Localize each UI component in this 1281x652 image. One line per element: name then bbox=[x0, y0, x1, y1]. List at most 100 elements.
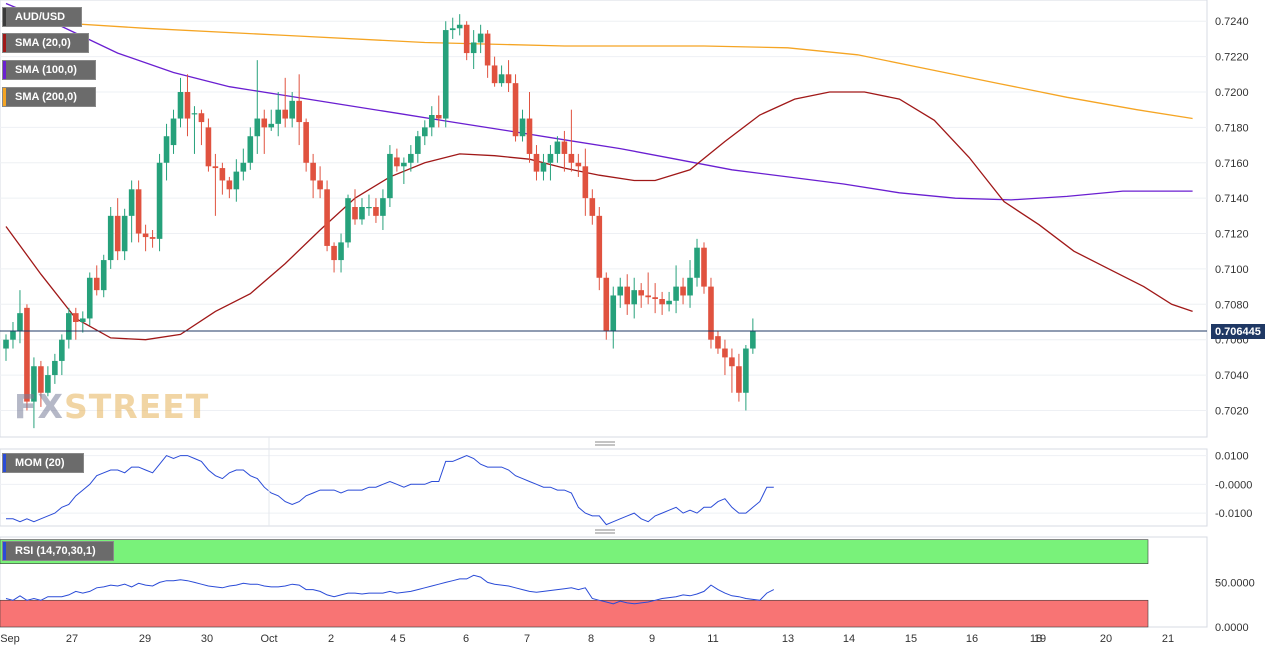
watermark-logo: FXSTREET bbox=[14, 387, 209, 426]
candle-body bbox=[10, 330, 16, 340]
candle bbox=[219, 162, 226, 195]
candle-body bbox=[422, 127, 428, 137]
date-tick-label: 13 bbox=[782, 633, 794, 645]
candle-body bbox=[170, 118, 177, 146]
candle bbox=[512, 74, 519, 142]
date-tick-label: Sep bbox=[0, 633, 20, 645]
legend-mom-swatch bbox=[3, 454, 6, 472]
momentum-axis: 0.0100 -0.0000 -0.0100 bbox=[1215, 451, 1252, 520]
candle bbox=[352, 189, 358, 225]
legend-rsi-label: RSI (14,70,30,1) bbox=[15, 545, 96, 557]
date-tick-label: 30 bbox=[201, 633, 213, 645]
candle bbox=[31, 357, 37, 429]
candle bbox=[289, 92, 295, 128]
candle bbox=[394, 148, 400, 172]
candle-body bbox=[652, 297, 658, 299]
candle bbox=[107, 207, 114, 269]
candle-body bbox=[289, 100, 295, 119]
candle bbox=[624, 274, 631, 315]
pane-resize-handle-1[interactable] bbox=[595, 441, 615, 446]
candle bbox=[687, 260, 693, 308]
date-tick-label: 20 bbox=[1100, 633, 1112, 645]
date-tick-label: 7 bbox=[524, 633, 530, 645]
candle-body bbox=[680, 286, 686, 296]
candle bbox=[435, 95, 442, 128]
candle-body bbox=[589, 198, 596, 216]
candle-body bbox=[554, 141, 561, 154]
momentum-pane-frame bbox=[0, 448, 1208, 527]
candle-body bbox=[142, 233, 149, 238]
candle-body bbox=[135, 189, 142, 234]
candle bbox=[86, 272, 93, 326]
momentum-line bbox=[6, 454, 774, 526]
candle bbox=[491, 56, 498, 87]
candle bbox=[617, 277, 624, 308]
legend-sma-200[interactable]: SMA (200,0) bbox=[2, 87, 96, 107]
candle-body bbox=[638, 290, 644, 296]
candle-body bbox=[114, 215, 121, 252]
candle bbox=[582, 148, 589, 216]
candle bbox=[226, 176, 233, 199]
candle-body bbox=[617, 286, 624, 296]
legend-sma-100[interactable]: SMA (100,0) bbox=[2, 60, 96, 80]
legend-sma-20[interactable]: SMA (20,0) bbox=[2, 33, 89, 53]
price-tick-label: 0.7020 bbox=[1215, 405, 1249, 417]
price-tick-label: 0.7100 bbox=[1215, 264, 1249, 276]
candle-body bbox=[729, 357, 735, 367]
candle bbox=[66, 307, 72, 349]
date-tick-label: 16 bbox=[966, 633, 978, 645]
candle bbox=[121, 208, 128, 261]
date-tick-label: 21 bbox=[1162, 633, 1174, 645]
price-tick-label: 0.7080 bbox=[1215, 299, 1249, 311]
candle bbox=[596, 207, 603, 291]
candle bbox=[743, 345, 749, 411]
rsi-path bbox=[5, 574, 775, 605]
legend-mom[interactable]: MOM (20) bbox=[2, 453, 84, 473]
candle bbox=[380, 189, 386, 230]
candle bbox=[135, 180, 142, 243]
sma-200-path bbox=[5, 18, 1193, 120]
candle-body bbox=[708, 286, 714, 340]
candle-body bbox=[352, 207, 358, 220]
candle bbox=[387, 145, 393, 207]
candle-body bbox=[582, 166, 589, 199]
candle-body bbox=[533, 153, 540, 172]
candle-body bbox=[282, 109, 288, 119]
momentum-tick-label: -0.0000 bbox=[1215, 479, 1252, 491]
candle-body bbox=[359, 207, 365, 220]
candle bbox=[373, 198, 379, 223]
candle bbox=[317, 166, 323, 199]
candle bbox=[519, 109, 526, 142]
candle bbox=[338, 233, 344, 273]
candle bbox=[198, 109, 205, 146]
sma-20-line bbox=[5, 91, 1193, 341]
candle-body bbox=[86, 277, 93, 319]
candle bbox=[449, 17, 456, 39]
candle-body bbox=[736, 366, 742, 393]
candle bbox=[359, 198, 365, 225]
candle-body bbox=[59, 339, 65, 361]
candle-body bbox=[45, 375, 51, 393]
candle-body bbox=[463, 24, 470, 54]
candle-body bbox=[694, 247, 700, 278]
rsi-overbought-zone bbox=[0, 539, 1149, 564]
candle-body bbox=[163, 136, 170, 163]
candle bbox=[191, 106, 198, 154]
legend-rsi[interactable]: RSI (14,70,30,1) bbox=[2, 541, 114, 561]
candle-body bbox=[540, 162, 547, 172]
rsi-tick-label: 0.0000 bbox=[1215, 622, 1249, 634]
candle bbox=[729, 348, 735, 393]
pane-resize-handle-2[interactable] bbox=[595, 529, 615, 534]
candle-body bbox=[240, 162, 247, 172]
date-tick-label: 4 5 bbox=[390, 633, 405, 645]
candle bbox=[128, 180, 135, 243]
legend-symbol[interactable]: AUD/USD bbox=[2, 7, 82, 27]
sma-20-path bbox=[5, 91, 1193, 341]
candle-body bbox=[303, 122, 309, 163]
candle-body bbox=[247, 136, 254, 163]
candle bbox=[428, 106, 435, 137]
candle-body bbox=[519, 118, 526, 137]
candle-body bbox=[324, 189, 330, 246]
candle bbox=[750, 318, 756, 354]
candle-body bbox=[310, 162, 316, 181]
